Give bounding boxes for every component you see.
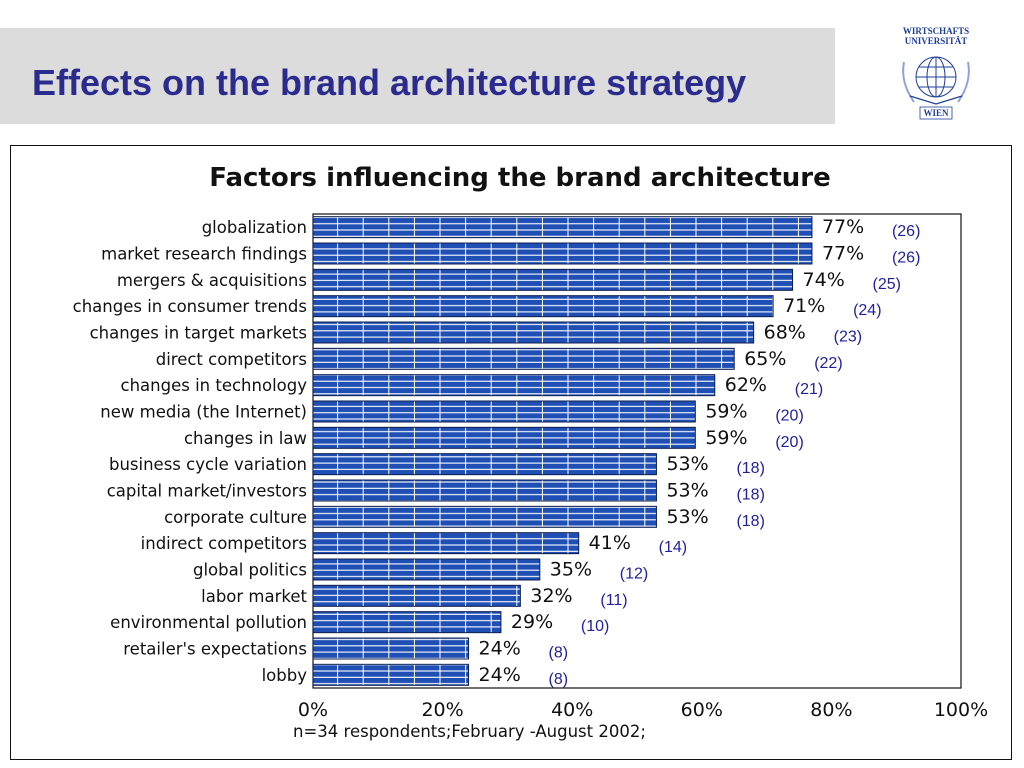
count-label-6: (21): [795, 381, 823, 398]
value-label-8: 59%: [705, 427, 747, 449]
value-label-11: 53%: [666, 506, 708, 528]
category-label-10: capital market/investors: [107, 482, 307, 501]
category-label-12: indirect competitors: [141, 534, 307, 553]
count-label-12: (14): [659, 539, 687, 556]
chart-frame: [10, 145, 1012, 760]
value-label-0: 77%: [822, 216, 864, 238]
count-label-7: (20): [775, 408, 803, 425]
count-label-13: (12): [620, 566, 648, 583]
count-label-4: (23): [834, 329, 862, 346]
category-label-11: corporate culture: [164, 508, 307, 527]
count-label-10: (18): [736, 487, 764, 504]
count-label-5: (22): [814, 355, 842, 372]
count-label-8: (20): [775, 434, 803, 451]
bar-16: [312, 637, 470, 660]
slide-title: Effects on the brand architecture strate…: [32, 62, 747, 103]
bar-6: [312, 374, 716, 397]
value-label-1: 77%: [822, 243, 864, 265]
value-label-15: 29%: [511, 611, 553, 633]
category-label-7: new media (the Internet): [100, 403, 307, 422]
bar-10: [312, 479, 657, 502]
x-tick-label-3: 60%: [681, 699, 723, 721]
bar-13: [312, 558, 541, 581]
category-label-1: market research findings: [101, 245, 307, 264]
value-label-14: 32%: [530, 585, 572, 607]
bar-2: [312, 268, 794, 291]
value-label-4: 68%: [764, 322, 806, 344]
category-label-4: changes in target markets: [90, 324, 307, 343]
bar-3: [312, 295, 774, 318]
value-label-5: 65%: [744, 348, 786, 370]
chart-title: Factors influencing the brand architectu…: [209, 163, 831, 193]
value-label-3: 71%: [783, 295, 825, 317]
x-tick-label-5: 100%: [934, 699, 988, 721]
bar-15: [312, 611, 502, 634]
value-label-12: 41%: [589, 532, 631, 554]
category-label-9: business cycle variation: [109, 455, 307, 474]
bar-14: [312, 584, 521, 607]
bar-5: [312, 347, 735, 370]
logo-text-city: WIEN: [923, 108, 949, 118]
x-tick-label-4: 80%: [810, 699, 852, 721]
category-label-16: retailer's expectations: [123, 640, 307, 659]
category-label-2: mergers & acquisitions: [117, 271, 307, 290]
value-label-7: 59%: [705, 401, 747, 423]
value-label-9: 53%: [666, 453, 708, 475]
value-label-16: 24%: [479, 638, 521, 660]
value-label-6: 62%: [725, 374, 767, 396]
category-label-5: direct competitors: [156, 350, 307, 369]
count-label-1: (26): [892, 250, 920, 267]
count-label-3: (24): [853, 302, 881, 319]
count-label-2: (25): [873, 276, 901, 293]
count-label-17: (8): [549, 671, 569, 688]
logo-text-line2: UNIVERSITÄT: [905, 36, 968, 46]
count-label-11: (18): [736, 513, 764, 530]
value-label-17: 24%: [479, 664, 521, 686]
category-label-6: changes in technology: [121, 376, 308, 395]
bar-7: [312, 400, 696, 423]
chart-footnote: n=34 respondents;February -August 2002;: [293, 722, 646, 741]
count-label-15: (10): [581, 618, 609, 635]
count-label-9: (18): [736, 460, 764, 477]
bar-1: [312, 242, 813, 265]
globe-icon: [902, 56, 970, 105]
bar-4: [312, 321, 755, 344]
category-label-3: changes in consumer trends: [73, 297, 307, 316]
bar-17: [312, 663, 470, 686]
category-label-17: lobby: [262, 666, 308, 685]
count-label-14: (11): [600, 592, 627, 609]
plot-area: [312, 213, 962, 689]
category-label-8: changes in law: [184, 429, 307, 448]
category-label-0: globalization: [202, 218, 307, 237]
university-logo: WIRTSCHAFTS UNIVERSITÄT WIEN: [902, 26, 970, 120]
count-label-16: (8): [549, 645, 569, 662]
bar-12: [312, 532, 580, 555]
bar-0: [312, 216, 813, 239]
logo-text-line1: WIRTSCHAFTS: [903, 26, 969, 36]
x-tick-label-0: 0%: [298, 699, 328, 721]
category-label-13: global politics: [193, 561, 307, 580]
header-band: [0, 28, 835, 124]
bar-8: [312, 426, 696, 449]
bar-11: [312, 505, 657, 528]
value-label-10: 53%: [666, 480, 708, 502]
x-tick-label-1: 20%: [421, 699, 463, 721]
count-label-0: (26): [892, 223, 920, 240]
bar-9: [312, 453, 657, 476]
category-label-14: labor market: [201, 587, 307, 606]
category-label-15: environmental pollution: [110, 613, 307, 632]
x-tick-label-2: 40%: [551, 699, 593, 721]
value-label-13: 35%: [550, 559, 592, 581]
value-label-2: 74%: [803, 269, 845, 291]
